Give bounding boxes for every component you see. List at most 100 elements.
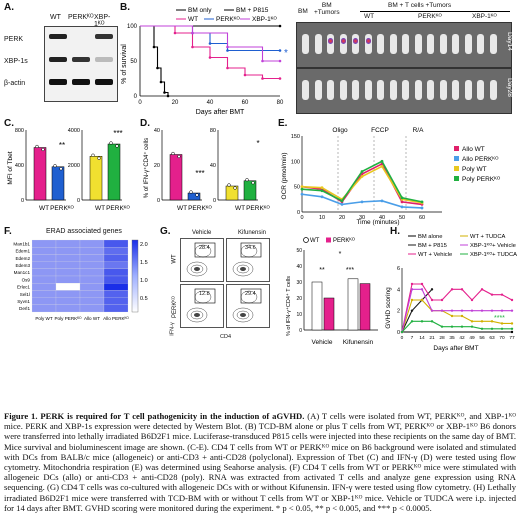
b-data-point [159, 80, 163, 84]
bar-ytick-label: 40 [154, 128, 160, 134]
heatmap-col-label: Poly PERKᴷᴼ [54, 316, 82, 321]
heatmap-cell [79, 297, 105, 305]
h-data-point [420, 320, 424, 323]
mouse-image [352, 80, 359, 100]
h-legend-xbp1-vehicle: XBP-1ᴷᴼ+ Vehicle [470, 242, 516, 249]
blot-band [72, 79, 90, 85]
bar-ytick-label: 800 [15, 128, 24, 134]
e-marker-ra: R/A [413, 127, 425, 134]
bar-ytick-label: 2000 [68, 163, 80, 169]
h-data-point [430, 320, 434, 323]
b-data-point [261, 77, 264, 80]
g-ytick-label: 50 [296, 248, 302, 254]
bar [169, 154, 183, 201]
b-data-point [278, 59, 282, 63]
g-bar [347, 278, 359, 331]
mouse-image [339, 80, 347, 100]
g-legend: WT PERKᴷᴼ [303, 237, 355, 244]
c-plot-area: 0 400 800 0 2000 4000 [15, 128, 122, 204]
bar-data-point [41, 147, 45, 152]
h-data-point [500, 327, 504, 330]
e-xtick-label: 30 [359, 215, 365, 221]
h-series-line [401, 288, 433, 333]
e-data-point [340, 199, 344, 203]
g-ytick-label: 30 [296, 280, 302, 286]
h-data-point [410, 309, 414, 312]
heatmap-cell [103, 247, 129, 255]
h-xtick-label: 7 [411, 335, 414, 341]
blot-row-perk: PERK [4, 36, 24, 43]
bar-data-point [189, 190, 193, 194]
figure-caption: Figure 1. PERK is required for T cell pa… [4, 411, 516, 513]
mouse-image [427, 80, 434, 100]
panel-letter-g: G. [160, 226, 171, 237]
panel-e-chart: OCR (pmol/min) Time (minutes) Oligo FCCP… [281, 127, 501, 226]
e-ytick-label: 100 [291, 159, 300, 165]
bar-ytick-label: 40 [210, 163, 216, 169]
bar [187, 192, 201, 201]
legend-wt: WT [188, 16, 198, 23]
row-label-day14: Day14 [505, 32, 513, 51]
bar-ytick-label: 0 [21, 198, 24, 204]
panel-g-bar-chart: WT PERKᴷᴼ % of IFN-γ⁺CD4⁺ T cells 0 10 20 3… [285, 237, 378, 346]
b-data-point [226, 49, 229, 52]
legend-perk-ko: PERKᴷᴼ [216, 16, 240, 23]
b-ytick-label: 50 [130, 59, 137, 65]
e-ylabel: OCR (pmol/min) [281, 153, 288, 200]
luminescence-spot [340, 38, 346, 44]
legend-allo-perk-ko: Allo PERKᴷᴼ [462, 156, 499, 163]
h-xtick-label: 21 [429, 335, 435, 341]
e-data-point [360, 175, 364, 178]
heatmap-cell [55, 254, 81, 262]
bar-data-point [35, 144, 39, 149]
heatmap-row-label: Syvn1 [17, 299, 30, 304]
h-data-point [430, 309, 434, 312]
mouse-image [302, 34, 309, 54]
heatmap-cell [103, 297, 129, 305]
e-data-point [380, 165, 384, 168]
mouse-image [402, 34, 409, 54]
g-legend-perk-ko: PERKᴷᴼ [333, 237, 355, 244]
g-bar [311, 281, 323, 331]
h-xtick-label: 77 [509, 335, 515, 341]
heatmap-row-label: Erlec1 [17, 285, 30, 290]
panel-letter-a: A. [4, 2, 14, 13]
heatmap-cell [103, 261, 129, 269]
panel-letter-f: F. [4, 226, 12, 237]
heatmap-col-label: Allo WT [84, 316, 100, 321]
mouse-image [302, 80, 309, 100]
e-data-point [400, 200, 404, 204]
img-group-header: BM + T cells +Tumors [388, 2, 452, 9]
h-data-point [410, 282, 414, 286]
mouse-image [414, 80, 422, 100]
heatmap-cell [31, 261, 57, 269]
b-data-point [173, 31, 177, 35]
bar [107, 143, 121, 201]
heatmap-row-label: Edem2 [15, 256, 30, 261]
h-series-line [401, 288, 512, 333]
h-xtick-label: 28 [439, 335, 445, 341]
blot-band [49, 79, 67, 85]
luminescence-spot [328, 38, 333, 44]
flow-plot: 29.4 [226, 284, 270, 328]
h-xtick-label: 14 [419, 335, 425, 341]
heatmap-cell [103, 283, 129, 291]
bar-data-point [171, 151, 175, 156]
panel-h-chart: BM alone WT + TUDCA BM + P815 XBP-1ᴷᴼ+ V… [385, 234, 517, 352]
e-data-point [400, 205, 404, 209]
h-data-point [460, 325, 464, 328]
b-data-point [156, 66, 159, 70]
h-data-point [460, 314, 464, 318]
h-data-point [440, 298, 444, 302]
e-data-point [340, 203, 344, 206]
g-bar [323, 297, 335, 331]
bar-data-point [177, 154, 181, 159]
blot-col-perk-ko: PERKᴷᴼ [68, 14, 94, 21]
blot-band [95, 79, 113, 85]
bar-data-point [59, 167, 63, 171]
bar [89, 156, 103, 201]
heatmap-col-label: Allo PERKᴷᴼ [103, 316, 129, 321]
h-xlabel: Days after BMT [433, 345, 478, 352]
h-data-point [460, 309, 464, 312]
panel-letter-b: B. [120, 2, 130, 13]
